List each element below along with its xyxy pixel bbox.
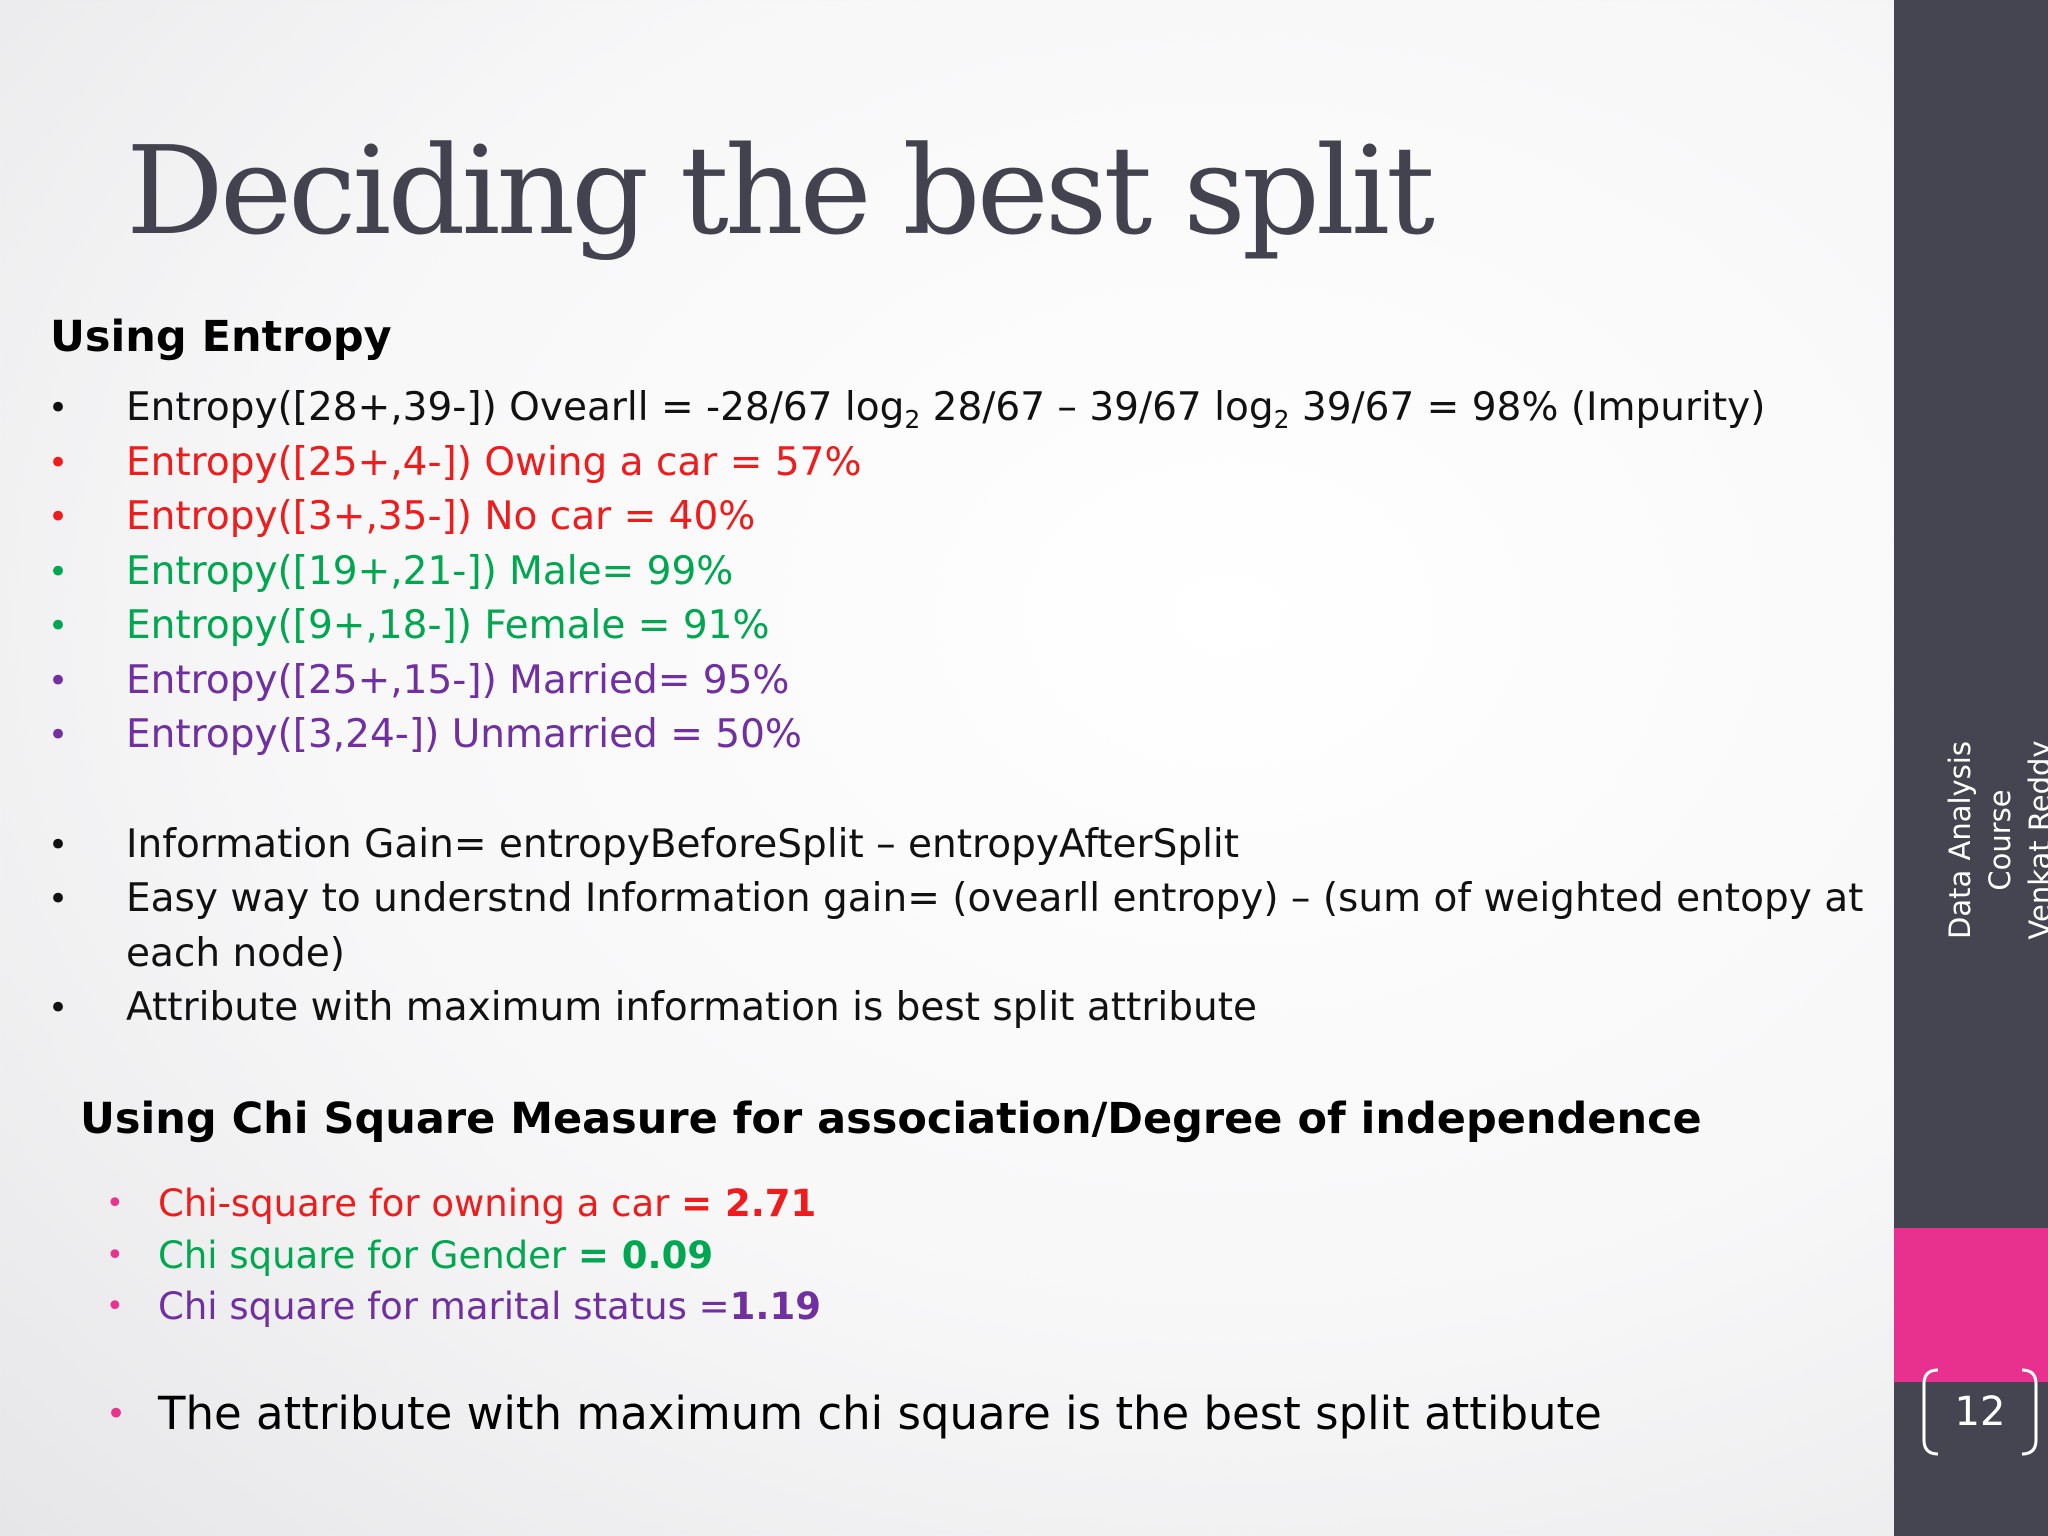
chi-value: = 0.09 bbox=[577, 1233, 714, 1277]
section-heading-chi-square: Using Chi Square Measure for association… bbox=[80, 1094, 1702, 1144]
page-number: 12 bbox=[1954, 1389, 2006, 1435]
text-part: 28/67 – 39/67 log bbox=[920, 385, 1274, 430]
text-part: Entropy([28+,39-]) Ovearll = -28/67 log bbox=[126, 385, 905, 430]
entropy-item-text: Entropy([19+,21-]) Male= 99% bbox=[126, 548, 734, 594]
info-item-text: Attribute with maximum information is be… bbox=[126, 985, 1257, 1030]
bracket-frame-icon bbox=[1922, 1368, 2038, 1456]
course-name: Data Analysis Course bbox=[1943, 741, 2017, 939]
page-number-box: 12 bbox=[1918, 1366, 2042, 1458]
sidebar-accent bbox=[1894, 1228, 2048, 1382]
bullet-icon: • bbox=[106, 1394, 127, 1434]
footer-text: Data Analysis Course Venkat Reddy bbox=[1940, 690, 2048, 990]
text-part: 39/67 = 98% (Impurity) bbox=[1289, 385, 1766, 430]
bullet-icon: • bbox=[106, 1237, 124, 1273]
entropy-overall-text: Entropy([28+,39-]) Ovearll = -28/67 log2… bbox=[126, 381, 1765, 436]
bullet-icon: • bbox=[48, 988, 69, 1028]
info-item-text: Information Gain= entropyBeforeSplit – e… bbox=[126, 821, 1240, 867]
bullet-icon: • bbox=[48, 715, 69, 755]
bullet-icon: • bbox=[48, 388, 69, 428]
chi-item-text: Chi square for Gender = 0.09 bbox=[158, 1230, 713, 1282]
author-name: Venkat Reddy bbox=[2023, 740, 2048, 940]
bullet-icon: • bbox=[106, 1186, 124, 1221]
chi-value: = 2.71 bbox=[681, 1182, 817, 1225]
entropy-item-text: Entropy([25+,4-]) Owing a car = 57% bbox=[126, 439, 862, 485]
bullet-icon: • bbox=[48, 660, 69, 701]
bullet-icon: • bbox=[48, 442, 69, 483]
chi-label: Chi square for marital status = bbox=[158, 1285, 730, 1328]
bullet-icon: • bbox=[48, 497, 69, 537]
slide-content: Deciding the best split Using Entropy • … bbox=[48, 120, 1864, 1440]
bullet-icon: • bbox=[48, 551, 69, 592]
chi-value: 1.19 bbox=[729, 1285, 821, 1328]
section-heading-entropy: Using Entropy bbox=[50, 312, 392, 362]
entropy-item-text: Entropy([3,24-]) Unmarried = 50% bbox=[126, 712, 802, 757]
bullet-icon: • bbox=[48, 606, 69, 646]
subscript: 2 bbox=[904, 405, 921, 434]
entropy-item-text: Entropy([25+,15-]) Married= 95% bbox=[126, 657, 790, 703]
chi-label: Chi square for Gender bbox=[158, 1233, 578, 1277]
subscript: 2 bbox=[1273, 405, 1290, 434]
chi-item-text: Chi square for marital status =1.19 bbox=[158, 1281, 821, 1333]
info-item-text: Easy way to understnd Information gain= … bbox=[126, 876, 1864, 976]
chi-item-text: Chi-square for owning a car = 2.71 bbox=[158, 1178, 816, 1230]
entropy-item-text: Entropy([3+,35-]) No car = 40% bbox=[126, 494, 756, 539]
chi-label: Chi-square for owning a car bbox=[158, 1182, 682, 1225]
conclusion-text: The attribute with maximum chi square is… bbox=[158, 1387, 1602, 1440]
bullet-icon: • bbox=[48, 879, 69, 919]
bullet-icon: • bbox=[48, 824, 69, 865]
entropy-item-text: Entropy([9+,18-]) Female = 91% bbox=[126, 603, 770, 648]
bullet-icon: • bbox=[106, 1289, 124, 1324]
slide-title: Deciding the best split bbox=[126, 120, 1435, 262]
